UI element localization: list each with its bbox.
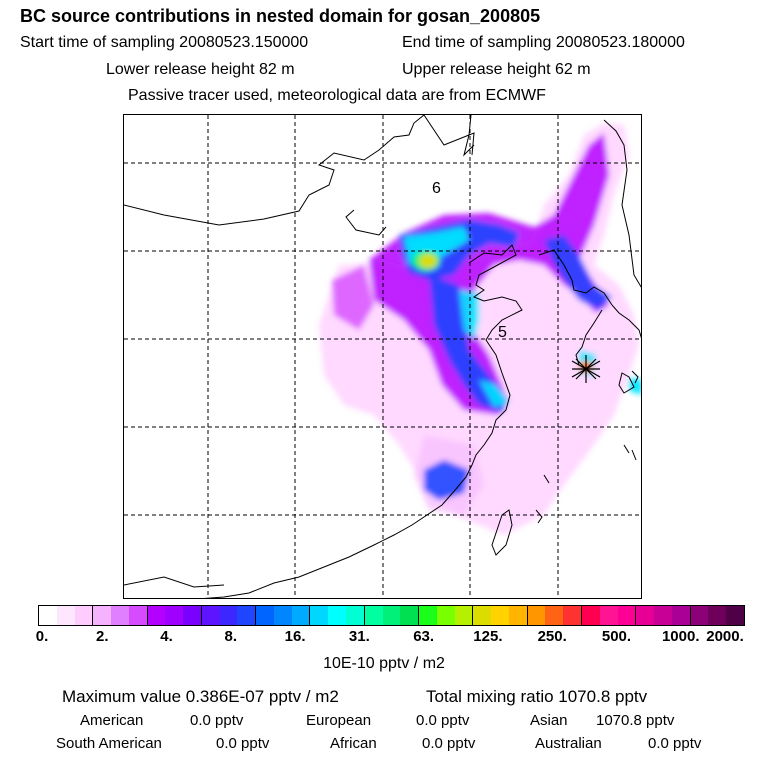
map-label-5: 5 — [498, 324, 507, 341]
coastlines — [124, 115, 641, 598]
region-name: Australian — [535, 735, 602, 752]
colorbar-tick-label: 500. — [601, 628, 632, 645]
region-name: Asian — [530, 712, 568, 729]
tracer-note: Passive tracer used, meteorological data… — [128, 87, 546, 104]
colorbar-tick-label: 16. — [284, 628, 306, 645]
start-sampling-text: Start time of sampling 20080523.150000 — [20, 34, 309, 51]
colorbar-cell — [708, 606, 727, 625]
region-row-2: South American 0.0 pptv African 0.0 pptv… — [0, 735, 768, 755]
end-sampling-text: End time of sampling 20080523.180000 — [402, 34, 685, 51]
colorbar-cell — [291, 606, 311, 625]
map-svg: 6 5 — [124, 115, 641, 598]
release-heights: Lower release height 82 m Upper release … — [106, 61, 591, 79]
colorbar-cell — [382, 606, 401, 625]
colorbar-tick-label: 63. — [413, 628, 435, 645]
colorbar-cell — [165, 606, 184, 625]
colorbar-cell — [364, 606, 383, 625]
colorbar-cell — [328, 606, 347, 625]
max-value-text: Maximum value 0.386E-07 pptv / m2 — [62, 687, 339, 706]
colorbar-cell — [527, 606, 546, 625]
colorbar-units: 10E-10 pptv / m2 — [323, 655, 445, 672]
colorbar-cell — [617, 606, 637, 625]
colorbar-cell — [563, 606, 582, 625]
colorbar-cell — [654, 606, 672, 625]
region-row-1: American 0.0 pptv European 0.0 pptv Asia… — [0, 712, 768, 732]
sampling-times: Start time of sampling 20080523.150000 E… — [20, 34, 685, 52]
colorbar-tick-label: 1000. — [661, 628, 700, 645]
colorbar-cell — [671, 606, 691, 625]
colorbar-cell — [419, 606, 437, 625]
receptor-star-icon — [571, 355, 601, 383]
colorbar-tick-label: 2000. — [706, 628, 744, 645]
map-title: BC source contributions in nested domain… — [20, 6, 541, 26]
colorbar-tick-label: 250. — [537, 628, 567, 645]
colorbar-tick-label: 8. — [224, 628, 238, 645]
region-value: 0.0 pptv — [190, 712, 244, 729]
colorbar-ticks: 0. 2. 4. 8. 16. 31. 63. 125. 250. 500. 1000. 2000. — [0, 628, 768, 648]
colorbar-cell — [473, 606, 492, 625]
colorbar-cell — [400, 606, 420, 625]
map-grid — [124, 115, 641, 598]
colorbar-tick-label: 125. — [473, 628, 503, 645]
region-value: 0.0 pptv — [648, 735, 702, 752]
region-name: American — [80, 712, 144, 729]
colorbar-cell — [256, 606, 274, 625]
lower-release-text: Lower release height 82 m — [106, 61, 295, 78]
colorbar — [38, 605, 745, 626]
region-value: 0.0 pptv — [422, 735, 476, 752]
colorbar-cell — [599, 606, 618, 625]
colorbar-cell — [310, 606, 329, 625]
colorbar-cell — [237, 606, 257, 625]
map-panel: 6 5 — [123, 114, 642, 599]
colorbar-cell — [273, 606, 292, 625]
colorbar-cell — [346, 606, 365, 625]
colorbar-cell — [545, 606, 564, 625]
colorbar-cell — [128, 606, 148, 625]
region-name: European — [306, 712, 372, 729]
colorbar-cell — [219, 606, 238, 625]
colorbar-cell — [491, 606, 509, 625]
colorbar-cell — [508, 606, 528, 625]
colorbar-cell — [436, 606, 455, 625]
colorbar-cell — [201, 606, 220, 625]
region-name: African — [330, 735, 377, 752]
colorbar-cell — [147, 606, 166, 625]
colorbar-cell — [39, 606, 57, 625]
colorbar-cell — [581, 606, 600, 625]
colorbar-cell — [636, 606, 655, 625]
summary-stats: Maximum value 0.386E-07 pptv / m2 Total … — [62, 687, 647, 707]
colorbar-cell — [690, 606, 709, 625]
region-name: South American — [56, 735, 162, 752]
colorbar-tick-label: 0. — [35, 628, 49, 645]
colorbar-cell — [74, 606, 94, 625]
region-value: 1070.8 pptv — [596, 712, 675, 729]
upper-release-text: Upper release height 62 m — [402, 61, 591, 78]
colorbar-cell — [726, 606, 744, 625]
colorbar-cell — [183, 606, 202, 625]
total-mixing-text: Total mixing ratio 1070.8 pptv — [426, 687, 648, 706]
region-value: 0.0 pptv — [416, 712, 470, 729]
concentration-field — [319, 123, 641, 535]
colorbar-cell — [93, 606, 112, 625]
colorbar-cell — [454, 606, 474, 625]
colorbar-cell — [111, 606, 129, 625]
colorbar-tick-label: 4. — [160, 628, 173, 645]
region-value: 0.0 pptv — [216, 735, 270, 752]
colorbar-cell — [56, 606, 75, 625]
map-label-6: 6 — [432, 180, 441, 197]
colorbar-tick-label: 31. — [348, 628, 370, 645]
colorbar-tick-label: 2. — [96, 628, 109, 645]
